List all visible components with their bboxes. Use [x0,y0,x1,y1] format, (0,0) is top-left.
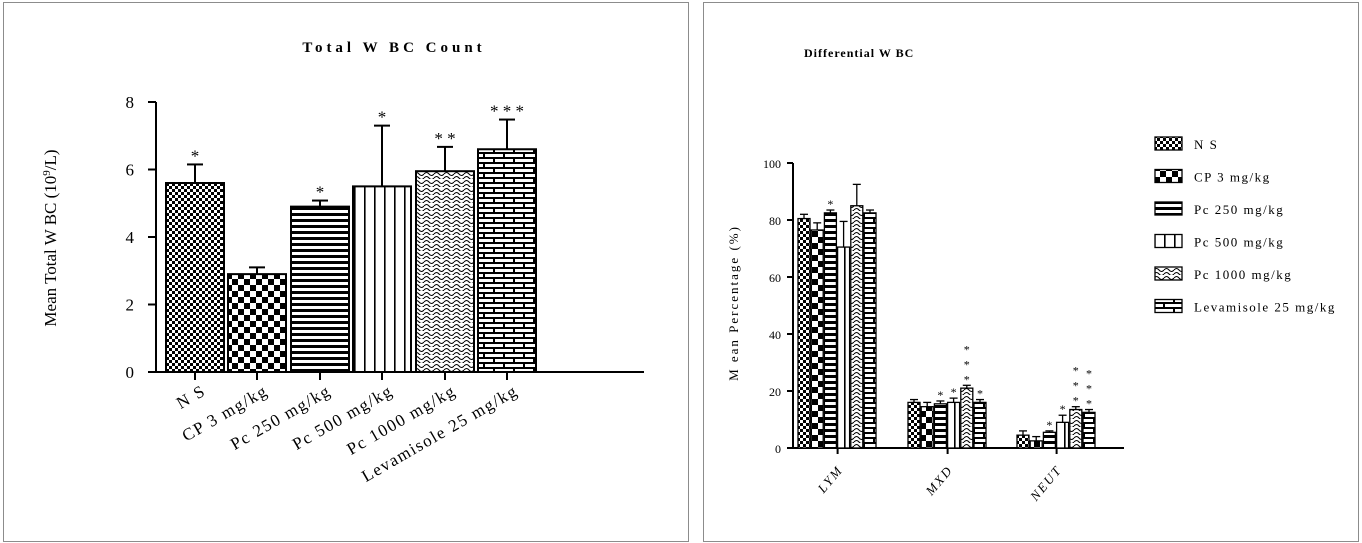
significance-label: * * * [490,102,524,121]
bar [836,246,851,449]
total-wbc-chart: Total W BC Count Mean Total W BC (109/L)… [41,40,644,486]
y-axis-label-end: /L) [41,149,60,170]
y-tick-label: 6 [126,161,135,180]
y-axis-label: Mean Total W BC (109/L) [41,149,60,326]
legend-swatch [1154,298,1183,314]
significance-label: * [191,146,200,165]
bar [933,403,948,449]
significance-label: * * [434,129,455,148]
legend-label: N S [1194,137,1218,152]
total-wbc-panel: Total W BC Count Mean Total W BC (109/L)… [3,2,689,542]
bar [1069,408,1083,449]
x-tick-label: MXD [922,462,956,499]
significance-label: * [951,385,957,399]
bar [352,185,412,373]
bar [973,401,987,449]
y-tick-label: 8 [126,93,135,112]
legend-swatch [1154,233,1183,249]
significance-label: * [964,372,970,386]
x-tick-label: NEUT [1026,462,1065,504]
significance-label: * [316,183,325,202]
bar [1016,434,1030,449]
significance-label: * [1046,418,1052,432]
y-tick-label: 0 [775,442,781,456]
bar [415,170,475,373]
significance-label: * [1086,397,1092,411]
y-tick-label: 4 [126,228,135,247]
y-tick-label: 40 [769,328,781,342]
legend-label: Pc 250 mg/kg [1194,202,1284,217]
significance-label: * [1073,379,1079,393]
bar [165,182,225,373]
significance-label: * [1086,382,1092,396]
significance-label: * [964,342,970,356]
significance-label: * [827,197,833,211]
legend-swatch [1154,266,1183,281]
y-axis-label-sup: 9 [41,170,53,176]
significance-label: * [1073,364,1079,378]
y-tick-label: 2 [126,296,135,315]
bar [1055,421,1070,449]
significance-label: * [378,108,387,127]
differential-wbc-panel: Differential W BC M ean Percentage (%) 0… [703,2,1359,542]
bar [227,273,287,373]
bar [477,148,537,373]
bar [863,212,877,449]
bar [810,229,824,449]
significance-label: * [977,387,983,401]
chart-title: Differential W BC [804,46,914,60]
legend-label: Pc 500 mg/kg [1194,235,1284,250]
significance-label: * [964,357,970,371]
bar [850,205,864,449]
significance-label: * [937,388,943,402]
bar [797,217,811,449]
legend-label: Levamisole 25 mg/kg [1194,300,1336,315]
bar [1042,431,1057,449]
y-axis-label-main: Mean Total W BC (10 [41,176,60,327]
x-tick-label: N S [173,381,209,413]
legend-swatch [1154,136,1183,151]
bar [1029,440,1043,449]
significance-label: * [1086,367,1092,381]
significance-label: * [1073,394,1079,408]
y-tick-label: 80 [769,214,781,228]
bar [823,212,838,449]
differential-wbc-chart: Differential W BC M ean Percentage (%) 0… [726,46,1336,504]
significance-label: * [1060,402,1066,416]
bar [946,401,961,449]
chart-title: Total W BC Count [302,40,485,56]
bar [920,406,934,449]
legend-label: CP 3 mg/kg [1194,170,1271,185]
bar [960,387,974,449]
y-tick-label: 0 [126,363,135,382]
y-axis-label: M ean Percentage (%) [726,225,741,381]
x-tick-label: LYM [814,462,846,496]
bar [1082,411,1096,449]
y-tick-label: 100 [763,157,781,171]
legend-swatch [1154,168,1183,184]
y-tick-label: 20 [769,385,781,399]
bar [290,205,350,373]
bar [907,401,921,449]
legend-label: Pc 1000 mg/kg [1194,267,1292,282]
legend-swatch [1154,201,1183,216]
y-tick-label: 60 [769,271,781,285]
